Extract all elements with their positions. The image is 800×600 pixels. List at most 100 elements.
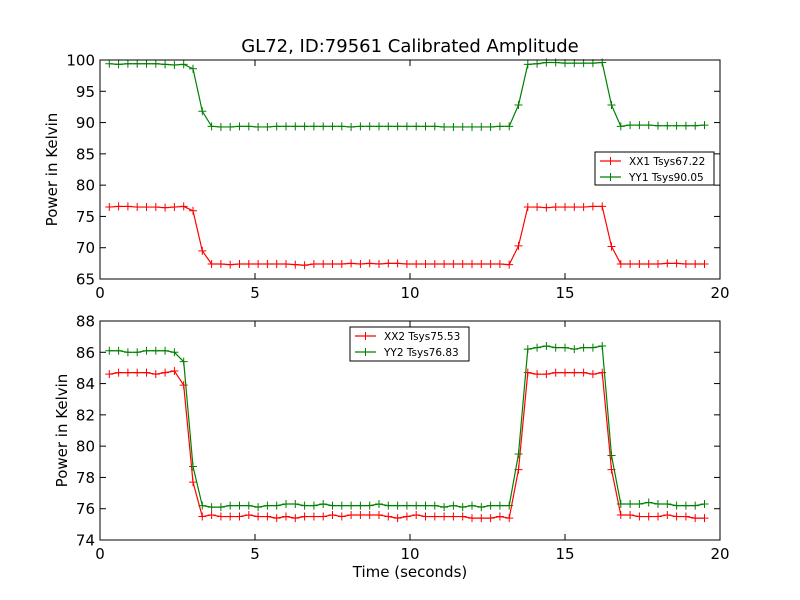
data-point — [272, 514, 281, 523]
data-point — [189, 206, 197, 215]
data-point — [161, 368, 170, 377]
data-point — [356, 259, 365, 268]
data-point — [300, 261, 309, 270]
data-point — [486, 259, 495, 268]
data-point — [393, 122, 402, 131]
data-point — [142, 203, 151, 212]
data-point — [700, 259, 709, 268]
data-point — [365, 501, 374, 510]
data-point — [105, 59, 114, 68]
top-panel: 0 5 10 15 20 65 70 75 80 85 90 95 100 GL72, ID:79561 … — [43, 36, 730, 302]
data-point — [477, 503, 486, 512]
y-tick-label: 82 — [76, 406, 95, 424]
data-point — [216, 503, 225, 512]
data-point — [291, 514, 300, 523]
data-point — [235, 512, 244, 521]
y-tick-label: 80 — [76, 438, 95, 456]
data-point — [263, 122, 272, 131]
data-point — [616, 500, 625, 509]
data-point — [458, 503, 467, 512]
data-point — [142, 368, 151, 377]
data-point — [644, 512, 653, 521]
data-point — [216, 122, 225, 131]
data-point — [468, 501, 476, 510]
data-point — [449, 501, 458, 510]
data-point — [272, 501, 281, 510]
y-tick-label: 86 — [76, 344, 95, 362]
data-point — [179, 60, 188, 69]
data-point — [598, 202, 607, 211]
legend: XX1 Tsys67.22 YY1 Tsys90.05 — [594, 151, 715, 186]
data-point — [198, 107, 207, 116]
data-point — [198, 512, 207, 521]
data-point — [533, 59, 542, 68]
data-point — [347, 122, 356, 131]
data-point — [421, 259, 430, 268]
data-point — [328, 122, 337, 131]
x-tick-label: 5 — [250, 545, 260, 563]
y-tick-label: 80 — [76, 177, 95, 195]
data-point — [384, 122, 393, 131]
data-point — [347, 510, 356, 519]
data-point — [681, 512, 690, 521]
data-point — [375, 510, 383, 519]
data-point — [309, 122, 318, 131]
legend-label: YY2 Tsys76.83 — [383, 347, 459, 359]
data-point — [309, 259, 318, 268]
data-point — [514, 241, 523, 250]
data-point — [142, 59, 151, 68]
y-tick-label: 76 — [76, 500, 95, 518]
data-point — [384, 501, 393, 510]
data-point — [272, 122, 281, 131]
data-point — [654, 512, 662, 521]
data-point — [309, 501, 318, 510]
data-point — [282, 259, 290, 268]
data-point — [319, 122, 328, 131]
data-point — [663, 259, 672, 268]
data-point — [607, 242, 616, 251]
data-point — [551, 368, 560, 377]
data-point — [495, 259, 504, 268]
y-tick-label: 70 — [76, 239, 95, 257]
data-point — [551, 203, 560, 212]
x-tick-label: 20 — [710, 284, 729, 302]
data-point — [226, 501, 235, 510]
data-point — [375, 259, 383, 268]
x-tick-label: 0 — [95, 284, 105, 302]
data-point — [151, 346, 160, 355]
data-point — [477, 514, 486, 523]
data-point — [486, 122, 495, 131]
data-point — [542, 203, 551, 212]
data-point — [449, 512, 458, 521]
data-point — [477, 259, 486, 268]
data-point — [179, 202, 188, 211]
bottom-panel: 0 5 10 15 20 74 76 78 80 82 84 86 88 Power in Kelvin T… — [53, 313, 730, 582]
data-point — [254, 512, 263, 521]
data-point — [161, 60, 170, 69]
data-point — [151, 370, 160, 379]
y-tick-label: 88 — [76, 313, 95, 331]
data-point — [523, 345, 532, 354]
data-point — [691, 514, 700, 523]
data-point — [588, 370, 597, 379]
data-point — [691, 501, 700, 510]
data-point — [468, 259, 476, 268]
data-point — [328, 510, 337, 519]
data-point — [486, 514, 495, 523]
data-point — [542, 370, 551, 379]
data-point — [384, 259, 393, 268]
y-tick-label: 78 — [76, 469, 95, 487]
data-point — [105, 370, 114, 379]
data-point — [402, 259, 411, 268]
data-point — [495, 501, 504, 510]
data-point — [644, 121, 653, 130]
data-point — [588, 202, 597, 211]
data-point — [430, 501, 439, 510]
data-point — [328, 501, 337, 510]
legend-label: XX2 Tsys75.53 — [384, 331, 460, 343]
data-point — [365, 510, 374, 519]
data-point — [430, 259, 439, 268]
data-point — [402, 122, 411, 131]
series-line-xx2 — [109, 370, 705, 519]
data-point — [458, 122, 467, 131]
